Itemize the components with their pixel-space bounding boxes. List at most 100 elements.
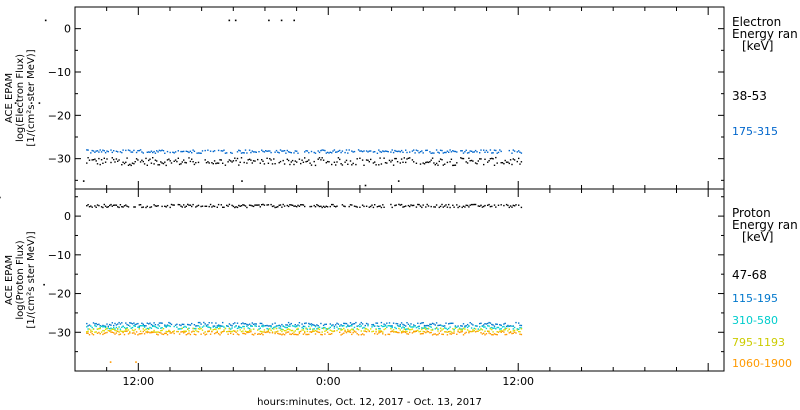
proton-series-1-point xyxy=(213,205,216,208)
proton-series-1-point xyxy=(122,206,124,208)
proton-series-3-point xyxy=(336,326,338,328)
electron-series-2-point xyxy=(252,151,255,153)
electron-series-1-point xyxy=(289,163,291,166)
electron-series-1-point xyxy=(115,158,118,160)
proton-series-5-point xyxy=(368,330,370,333)
proton-series-3-point xyxy=(234,326,236,328)
proton-series-4-point xyxy=(296,328,298,330)
electron-series-1-point xyxy=(321,157,323,159)
electron-series-2-point xyxy=(204,149,206,152)
proton-series-1-point xyxy=(141,206,143,209)
proton-series-1-point xyxy=(172,204,174,206)
proton-series-1-point xyxy=(127,206,130,208)
proton-series-1-point xyxy=(480,204,482,206)
proton-series-2-point xyxy=(425,325,427,327)
electron-ylabel-line: [1/(cm²s ster MeV)] xyxy=(26,49,37,146)
proton-series-5-point xyxy=(353,330,356,332)
proton-series-4-point xyxy=(504,329,506,331)
proton-series-5-point xyxy=(117,330,119,332)
proton-series-1-point xyxy=(257,204,259,206)
proton-series-5-point xyxy=(142,330,144,333)
electron-series-2-point xyxy=(222,150,224,152)
proton-series-4-point xyxy=(197,328,200,330)
proton-series-4-point xyxy=(250,329,252,331)
proton-series-1-point xyxy=(258,204,260,206)
proton-series-1-point xyxy=(184,206,186,208)
proton-series-5-point xyxy=(314,333,317,335)
proton-series-5-point xyxy=(277,332,279,335)
proton-series-3-point xyxy=(110,327,112,329)
x-axis-label: hours:minutes, Oct. 12, 2017 - Oct. 13, … xyxy=(257,397,482,408)
proton-series-2-point xyxy=(395,322,397,325)
proton-series-3-point xyxy=(499,328,501,330)
proton-series-5-point xyxy=(248,331,251,333)
electron-series-2-point xyxy=(293,152,295,154)
proton-series-4-point xyxy=(226,331,228,333)
electron-series-1-point xyxy=(470,159,473,162)
electron-series-1-point xyxy=(129,163,131,166)
electron-series-1-point xyxy=(152,157,154,159)
proton-series-3-point xyxy=(329,326,331,329)
proton-series-3-point xyxy=(333,327,336,329)
proton-series-1-point xyxy=(189,204,192,206)
electron-series-2-point xyxy=(244,149,247,151)
proton-series-3-point xyxy=(464,326,466,328)
electron-series-1-point xyxy=(269,158,271,160)
proton-series-1-point xyxy=(365,205,368,207)
proton-series-3-point xyxy=(473,327,475,330)
proton-series-5-point xyxy=(289,333,291,335)
electron-legend-series-2: 175-315 xyxy=(732,125,778,138)
electron-series-2-point xyxy=(107,150,109,153)
proton-series-5-point xyxy=(290,333,292,336)
proton-series-5-point xyxy=(476,330,478,332)
proton-series-1-point xyxy=(449,206,451,209)
proton-series-2-point xyxy=(499,324,501,326)
proton-series-1-point xyxy=(301,204,303,206)
proton-series-4-point xyxy=(236,330,239,332)
proton-series-4-point xyxy=(248,329,251,332)
proton-series-3-point xyxy=(360,325,362,327)
electron-series-1-point xyxy=(462,157,465,160)
proton-series-4-point xyxy=(407,327,410,330)
electron-series-1-point xyxy=(359,157,361,159)
proton-series-3-point xyxy=(258,328,260,330)
proton-series-4-point xyxy=(512,330,514,332)
proton-series-3-point xyxy=(267,328,270,330)
proton-series-5-point xyxy=(509,331,512,334)
electron-series-1-point xyxy=(185,162,187,164)
proton-series-4-point xyxy=(470,330,473,333)
proton-series-5-point xyxy=(173,332,175,335)
proton-series-1-point xyxy=(205,205,208,207)
proton-series-2-point xyxy=(466,323,469,326)
proton-series-4-point xyxy=(217,328,220,330)
proton-series-3-point xyxy=(86,326,88,328)
electron-series-2-point xyxy=(444,151,446,154)
electron-series-1-point xyxy=(331,163,333,166)
proton-series-4-point xyxy=(513,329,516,332)
proton-series-3-point xyxy=(504,327,506,329)
electron-series-1-point xyxy=(259,162,261,164)
electron-series-2-point xyxy=(339,149,341,152)
proton-series-4-point xyxy=(508,328,510,330)
electron-series-1-point xyxy=(352,162,354,165)
proton-series-3-point xyxy=(456,326,458,328)
proton-series-1-point xyxy=(318,205,321,208)
electron-series-2-point xyxy=(474,149,477,152)
proton-series-2-point xyxy=(121,322,123,324)
proton-legend-series-3: 310-580 xyxy=(732,314,778,327)
proton-series-2-point xyxy=(222,321,224,324)
proton-series-3-point xyxy=(461,328,463,330)
proton-series-1-point xyxy=(255,204,257,206)
proton-series-1-point xyxy=(177,203,179,206)
proton-series-3-point xyxy=(157,327,159,329)
proton-series-5-point xyxy=(465,331,467,334)
proton-series-5-point xyxy=(409,331,411,334)
proton-series-5-point xyxy=(131,332,134,334)
proton-series-2-point xyxy=(231,325,233,327)
proton-series-5-point xyxy=(312,330,314,333)
proton-series-3-point xyxy=(313,328,315,330)
electron-series-2-point xyxy=(304,151,306,153)
electron-series-1-point xyxy=(419,163,422,165)
proton-series-3-point xyxy=(205,325,208,327)
